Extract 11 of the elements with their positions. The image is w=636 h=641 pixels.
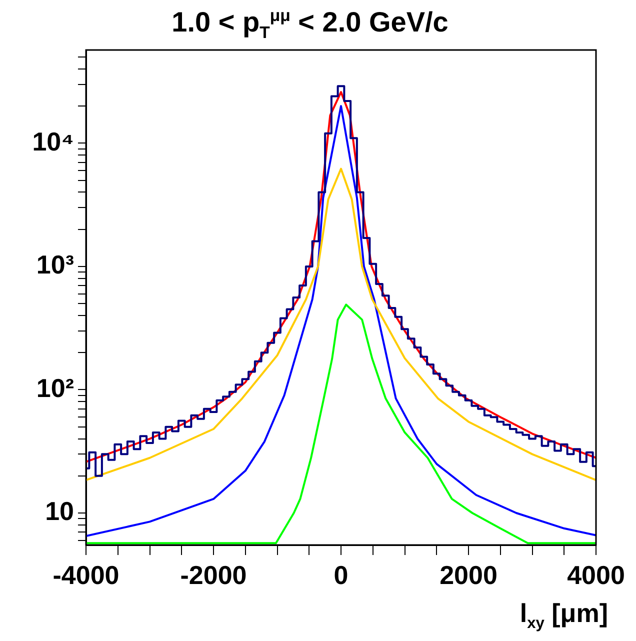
chart-title: 1.0 < p$_{T}$$^{μμ}$ < 2.0 GeV/c — [170, 6, 450, 43]
x-tick-label: -4000 — [52, 560, 120, 590]
y-tick-label: 10² — [36, 372, 74, 403]
y-tick-label: 10 — [45, 496, 74, 526]
x-tick-label: 4000 — [567, 560, 625, 590]
x-axis-title: l$_{xy}$ [μm] — [520, 598, 608, 634]
x-tick-label: 2000 — [440, 560, 498, 590]
y-tick-label: 10⁴ — [32, 126, 74, 156]
y-tick-label: 10³ — [36, 250, 74, 280]
x-tick-label: -2000 — [180, 560, 247, 590]
x-tick-label: 0 — [334, 560, 348, 590]
